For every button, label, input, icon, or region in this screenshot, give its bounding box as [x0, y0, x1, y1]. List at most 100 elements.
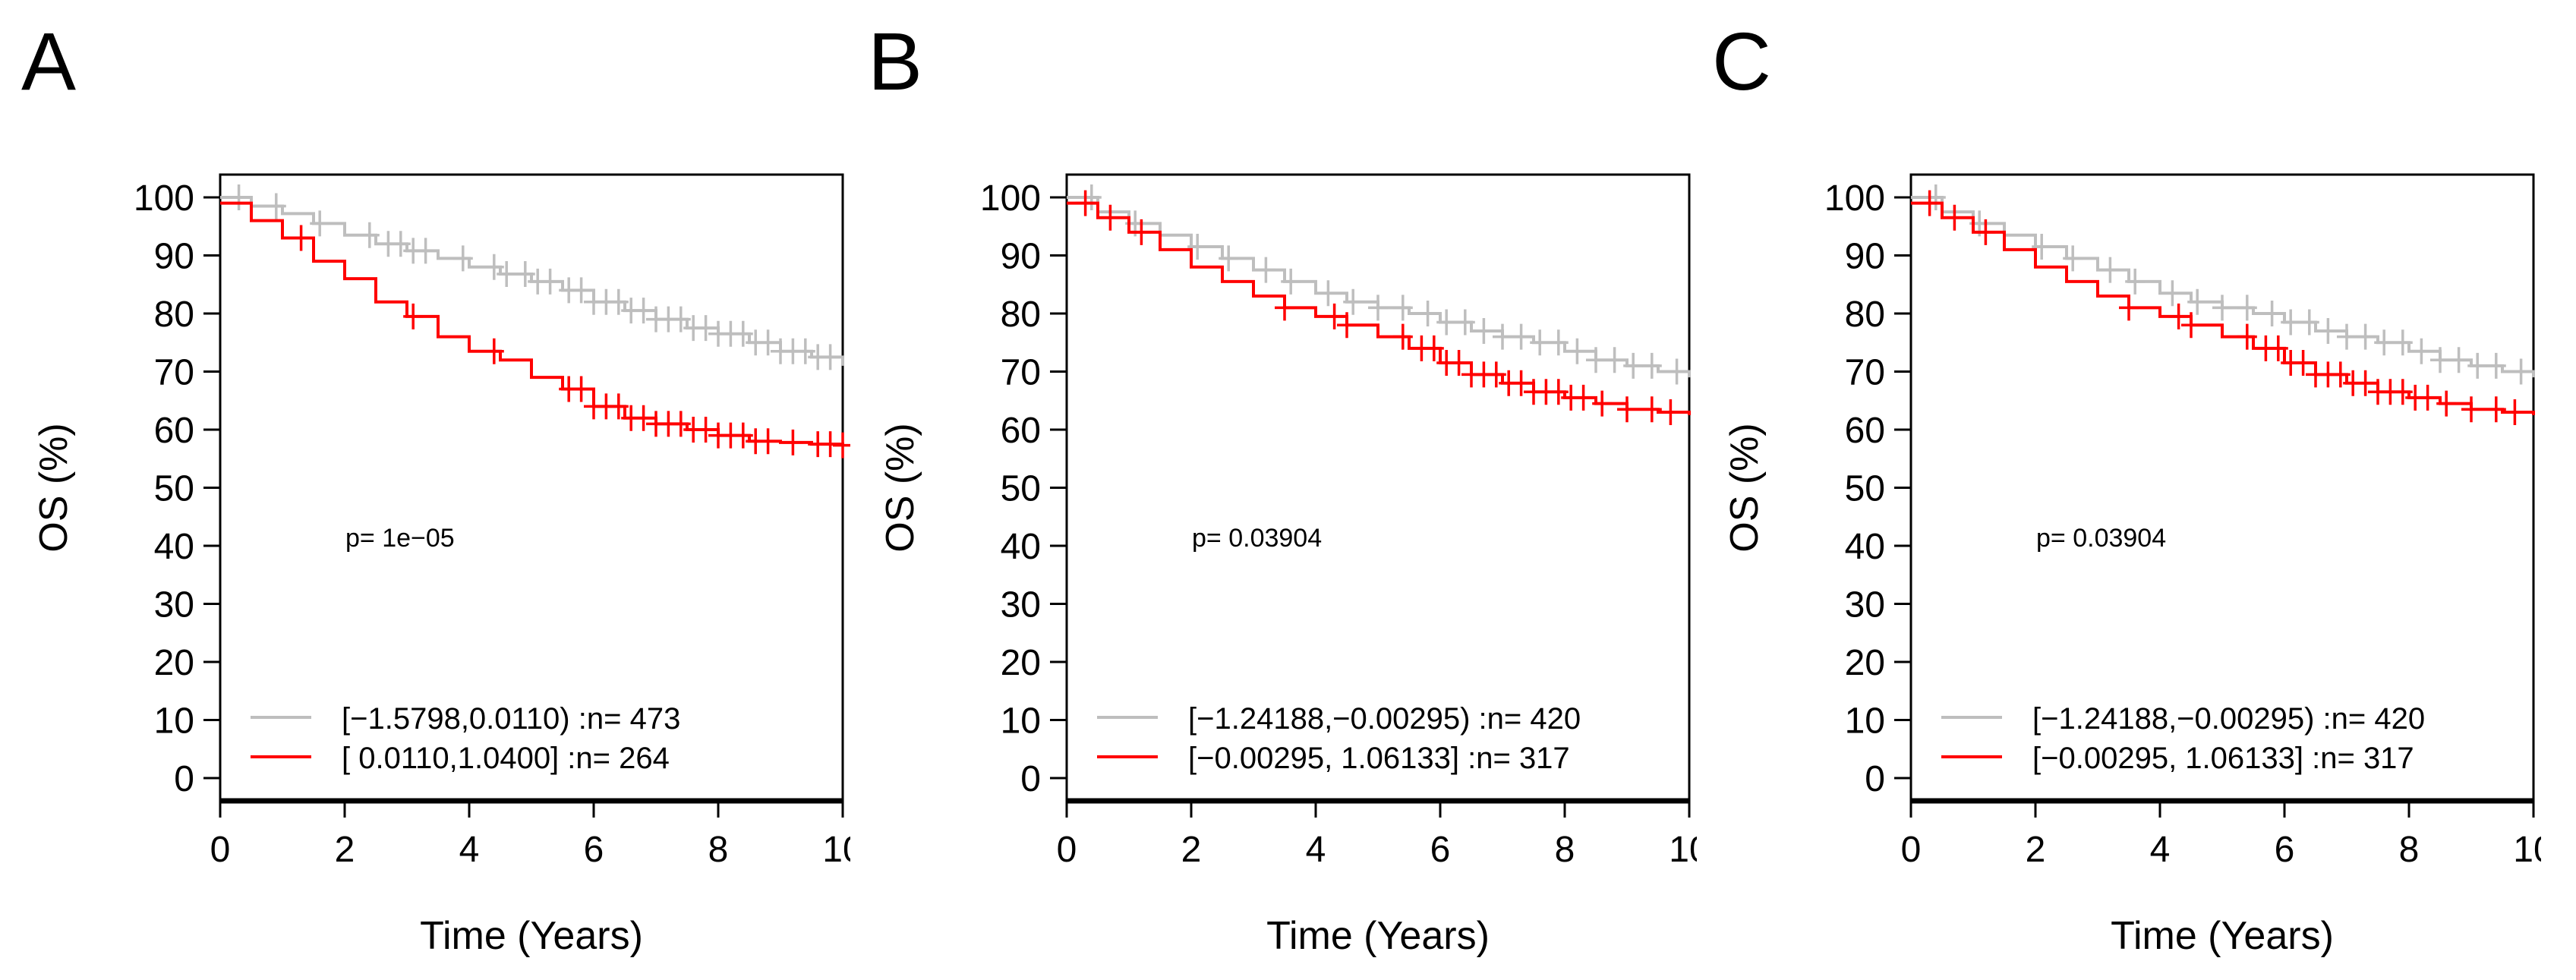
censor-mark: [2125, 268, 2146, 295]
survival-curve-2: [220, 201, 844, 446]
y-tick-label: 30: [154, 585, 194, 625]
censor-mark: [2299, 309, 2319, 336]
km-plot-b: B 0 10 20 30 40 50 60 70 80 90 100 0 2 4 6 8 10 Time (Year…: [868, 15, 1697, 958]
censor-mark: [1449, 350, 1469, 377]
censor-mark: [571, 277, 591, 304]
y-tick-label: 90: [154, 237, 194, 277]
x-axis-title: Time (Years): [420, 914, 643, 958]
censor-mark: [1187, 234, 1208, 260]
censor-mark: [633, 405, 654, 431]
censor-mark: [2392, 329, 2413, 356]
censor-mark: [1486, 361, 1506, 388]
legend-label-2: [−0.00295, 1.06133] :n= 317: [2032, 742, 2414, 775]
censor-mark: [1641, 352, 1662, 379]
censor-mark: [833, 432, 850, 458]
censor-mark: [540, 268, 560, 295]
legend-label-1: [−1.5798,0.0110) :n= 473: [342, 702, 680, 736]
x-tick-label: 6: [1430, 830, 1451, 870]
y-tick-label: 70: [1001, 353, 1041, 393]
y-tick-label: 90: [1001, 237, 1041, 277]
y-tick-label: 60: [1001, 411, 1041, 451]
censor-mark: [1511, 323, 1531, 350]
censor-mark: [1604, 347, 1625, 373]
censor-mark: [291, 225, 311, 251]
censor-mark: [266, 193, 286, 219]
censor-mark: [2212, 295, 2232, 321]
x-axis-title: Time (Years): [1266, 914, 1490, 958]
legend-label-1: [−1.24188,−0.00295) :n= 420: [1188, 702, 1581, 736]
x-tick-label: 10: [1669, 830, 1697, 870]
km-plot-c: C 0 10 20 30 40 50 60 70 80 90 100 0 2 4 6 8 10 Time (Year…: [1712, 15, 2541, 958]
censor-mark: [2262, 301, 2282, 326]
survival-curve-2: [1911, 201, 2535, 415]
censor-mark: [2293, 350, 2313, 377]
p-value-annotation: p= 0.03904: [1192, 524, 1322, 553]
y-tick-label: 40: [1845, 527, 1885, 567]
censor-mark: [2100, 257, 2120, 283]
censor-mark: [1131, 219, 1152, 245]
censor-mark: [1617, 396, 1637, 423]
censor-mark: [359, 222, 380, 248]
censor-mark: [2374, 329, 2395, 356]
censor-mark: [733, 320, 753, 347]
y-tick-label: 50: [1845, 469, 1885, 509]
censor-mark: [2330, 361, 2351, 388]
x-tick-label: 2: [1181, 830, 1202, 870]
censor-mark: [670, 411, 691, 437]
censor-mark: [2511, 358, 2531, 385]
y-tick-label: 60: [154, 411, 194, 451]
x-tick-label: 0: [1901, 830, 1922, 870]
censor-mark: [795, 338, 815, 364]
x-tick-label: 0: [1057, 830, 1077, 870]
censor-mark: [2486, 396, 2506, 423]
x-axis-title: Time (Years): [2111, 914, 2334, 958]
censor-mark: [2355, 323, 2376, 350]
censor-mark: [608, 288, 629, 315]
censor-mark: [390, 231, 411, 257]
y-tick-label: 70: [154, 353, 194, 393]
censor-mark: [2467, 352, 2488, 379]
censor-mark: [2461, 396, 2481, 423]
p-value-annotation: p= 0.03904: [2036, 524, 2166, 553]
censor-mark: [2486, 352, 2506, 379]
x-tick-label: 8: [2399, 830, 2420, 870]
censor-mark: [415, 238, 436, 264]
km-plot-a: A 0 10 20 30 40 50 60 70 80 90 100 0 2 4 6 8 10 Time (Year…: [21, 15, 850, 958]
censor-mark: [2168, 303, 2189, 329]
censor-mark: [2237, 295, 2257, 321]
panel-letter: A: [21, 15, 76, 107]
censor-mark: [1392, 295, 1413, 321]
censor-mark: [2181, 312, 2201, 339]
y-tick-label: 40: [154, 527, 194, 567]
y-tick-label: 30: [1845, 585, 1885, 625]
censor-mark: [1567, 338, 1588, 364]
censor-mark: [1592, 390, 1613, 417]
censor-mark: [820, 344, 840, 370]
panel-letter: B: [868, 15, 922, 107]
y-tick-label: 50: [154, 469, 194, 509]
censor-mark: [695, 417, 716, 443]
panel-letter: C: [1712, 15, 1771, 107]
censor-mark: [2237, 323, 2257, 350]
censor-mark: [1548, 379, 1569, 405]
censor-mark: [571, 376, 591, 402]
panel-a: A 0 10 20 30 40 50 60 70 80 90 100 0 2 4 6 8 10 Time (Year…: [0, 0, 850, 980]
censor-mark: [1256, 257, 1276, 283]
censor-mark: [1275, 295, 1294, 321]
censor-mark: [2337, 323, 2357, 350]
y-tick-label: 30: [1001, 585, 1041, 625]
y-tick-label: 100: [134, 178, 194, 219]
y-tick-label: 100: [980, 178, 1041, 219]
censor-mark: [403, 303, 424, 329]
y-tick-label: 0: [1865, 759, 1885, 799]
censor-mark: [1493, 323, 1512, 350]
censor-mark: [1343, 288, 1364, 315]
survival-curve-2: [1067, 201, 1691, 415]
x-tick-label: 6: [2275, 830, 2295, 870]
x-tick-label: 8: [708, 830, 729, 870]
censor-mark: [497, 260, 517, 287]
censor-mark: [733, 422, 753, 449]
censor-mark: [2417, 384, 2438, 411]
censor-mark: [1573, 384, 1594, 411]
censor-mark: [2281, 309, 2301, 336]
